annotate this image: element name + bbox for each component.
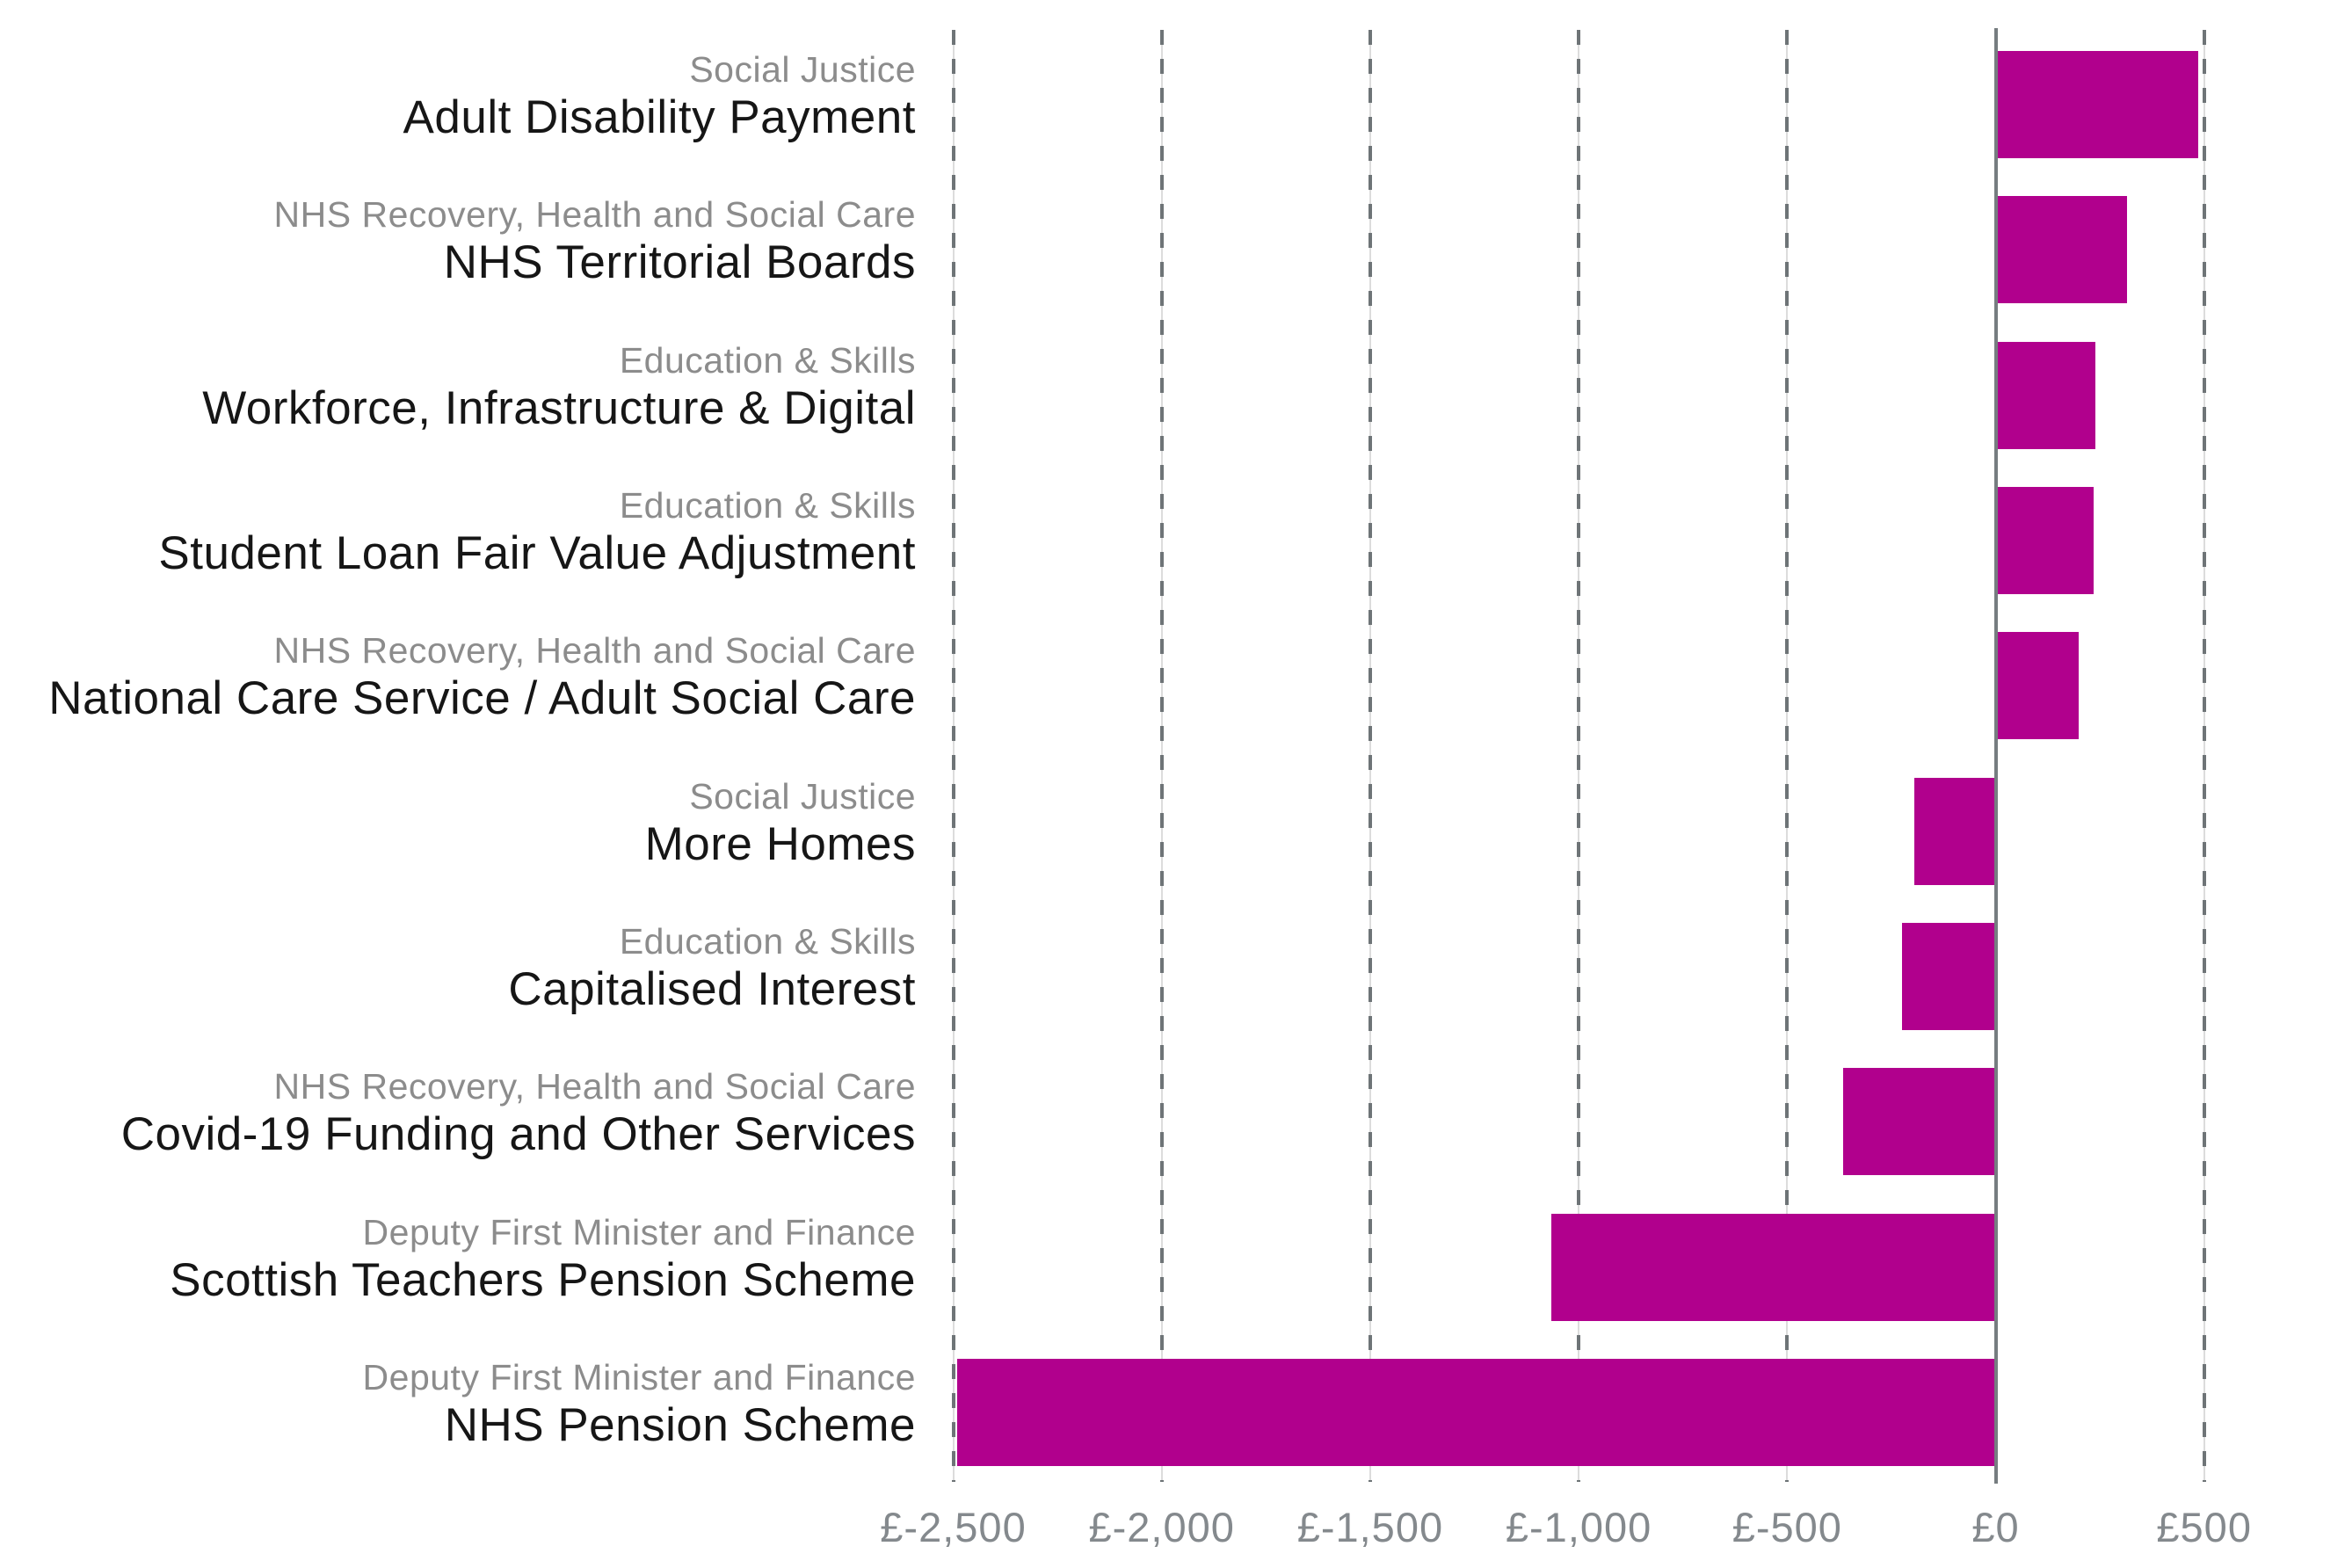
bar-adult-disability-payment (1995, 51, 2198, 158)
gridline-2-000 (1159, 30, 1164, 1482)
category-name-label: Capitalised Interest (508, 962, 916, 1015)
category-group-label: Social Justice (689, 49, 916, 90)
category-name-label: Adult Disability Payment (403, 91, 916, 143)
bar-student-loan-fair-value-adjustment (1995, 486, 2094, 594)
zero-axis-line (1993, 28, 1998, 1484)
category-label-student-loan-fair-value-adjustment: Education & Skills Student Loan Fair Valu… (158, 484, 916, 581)
category-group-label: Deputy First Minister and Finance (362, 1211, 916, 1252)
gridline-dashes (2202, 30, 2206, 1482)
bar-covid-19-funding-and-other-services (1843, 1068, 1996, 1176)
gridline-dashes (1159, 30, 1164, 1482)
category-name-label: Scottish Teachers Pension Scheme (170, 1253, 916, 1306)
category-label-scottish-teachers-pension-scheme: Deputy First Minister and Finance Scottis… (170, 1211, 916, 1308)
x-axis-tick-label: £0 (1971, 1504, 2020, 1550)
category-label-adult-disability-payment: Social Justice Adult Disability Payment (403, 48, 916, 145)
category-label-capitalised-interest: Education & Skills Capitalised Interest (508, 920, 916, 1017)
x-axis-tick-label: £500 (2156, 1504, 2252, 1550)
x-axis-tick-label: £-1,500 (1296, 1504, 1444, 1550)
category-label-more-homes: Social Justice More Homes (645, 775, 916, 872)
bar-national-care-service-adult-social-care (1995, 632, 2080, 740)
bar-more-homes (1913, 777, 1996, 885)
category-label-nhs-territorial-boards: NHS Recovery, Health and Social Care NHS … (274, 193, 917, 290)
category-label-national-care-service-adult-social-care: NHS Recovery, Health and Social Care Nati… (48, 629, 916, 726)
x-axis-tick-label: £-2,500 (880, 1504, 1027, 1550)
category-group-label: Deputy First Minister and Finance (362, 1356, 916, 1397)
category-group-label: Social Justice (689, 775, 916, 817)
bar-capitalised-interest (1901, 922, 1996, 1030)
x-axis-tick-label: £-500 (1732, 1504, 1842, 1550)
gridline-1-000 (1577, 30, 1581, 1482)
category-group-label: Education & Skills (619, 339, 916, 381)
category-name-label: Workforce, Infrastructure & Digital (202, 381, 916, 434)
category-group-label: NHS Recovery, Health and Social Care (273, 194, 916, 236)
gridline-dashes (951, 30, 955, 1482)
category-group-label: NHS Recovery, Health and Social Care (273, 630, 916, 671)
bar-scottish-teachers-pension-scheme (1551, 1213, 1996, 1321)
category-name-label: National Care Service / Adult Social Car… (48, 672, 916, 725)
gridline-500 (1785, 30, 1790, 1482)
category-group-label: Education & Skills (619, 920, 916, 962)
gridline-2-500 (951, 30, 955, 1482)
bar-workforce-infrastructure-digital (1995, 341, 2096, 449)
x-axis-tick-label: £-2,000 (1088, 1504, 1235, 1550)
category-label-covid-19-funding-and-other-services: NHS Recovery, Health and Social Care Covi… (121, 1065, 916, 1162)
category-label-workforce-infrastructure-digital: Education & Skills Workforce, Infrastruct… (202, 339, 916, 436)
gridline-1-500 (1368, 30, 1372, 1482)
category-name-label: More Homes (644, 817, 916, 870)
category-group-label: Education & Skills (619, 484, 916, 526)
category-name-label: Covid-19 Funding and Other Services (120, 1108, 916, 1161)
gridline-dashes (1577, 30, 1581, 1482)
x-axis-tick-label: £-1,000 (1505, 1504, 1652, 1550)
bar-nhs-territorial-boards (1995, 196, 2127, 304)
bar-nhs-pension-scheme (957, 1358, 1996, 1466)
gridline-500 (2202, 30, 2206, 1482)
gridline-dashes (1368, 30, 1372, 1482)
gridline-dashes (1785, 30, 1790, 1482)
category-group-label: NHS Recovery, Health and Social Care (273, 1066, 916, 1107)
category-label-nhs-pension-scheme: Deputy First Minister and Finance NHS Pen… (363, 1356, 916, 1453)
category-name-label: NHS Pension Scheme (444, 1398, 916, 1451)
category-name-label: NHS Territorial Boards (443, 236, 916, 289)
category-name-label: Student Loan Fair Value Adjustment (158, 526, 916, 579)
